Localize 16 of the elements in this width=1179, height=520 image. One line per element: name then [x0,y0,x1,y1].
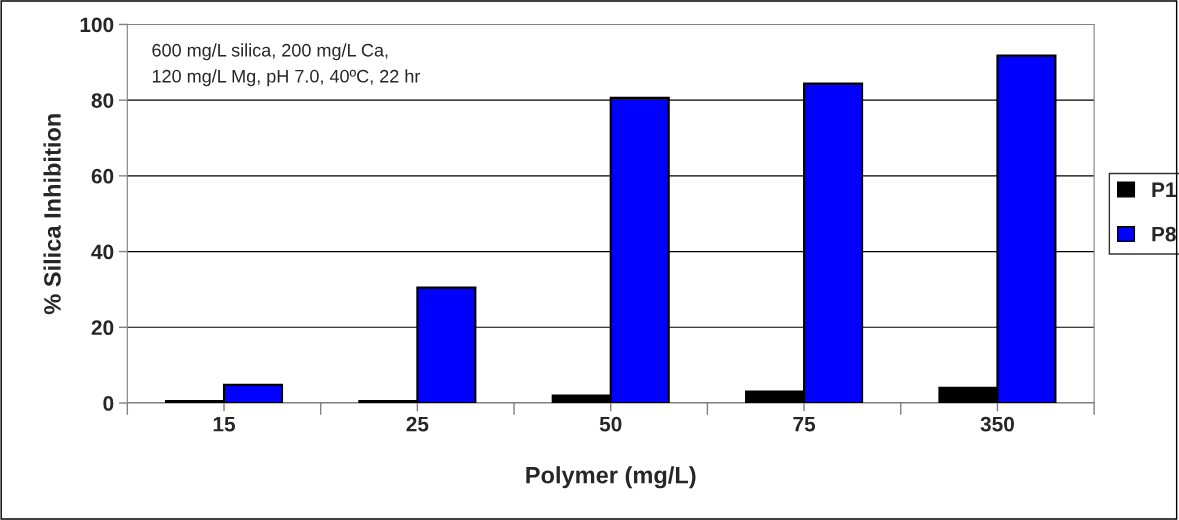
y-tick-label: 40 [91,244,114,260]
legend-label: P8 [1152,226,1176,242]
legend-label: P1 [1152,182,1176,197]
y-tick-label: 80 [91,93,114,108]
x-tick-label: 350 [980,416,1014,432]
y-tick-label: 0 [103,396,114,411]
x-tick-label: 15 [213,416,236,432]
x-tick-label: 50 [599,416,622,432]
y-axis-title: % Silica Inhibition [43,114,61,315]
y-tick-label: 20 [91,320,114,336]
y-tick-label: 100 [80,17,114,33]
annotation: 600 mg/L silica, 200 mg/L Ca, 120 mg/L Mg, pH 7.0, 40ºC, 22 hr [152,43,421,87]
x-axis-title: Polymer (mg/L) [526,466,696,489]
x-tick-label: 75 [793,416,816,432]
x-tick-label: 25 [406,416,429,432]
y-tick-label: 60 [91,168,114,184]
